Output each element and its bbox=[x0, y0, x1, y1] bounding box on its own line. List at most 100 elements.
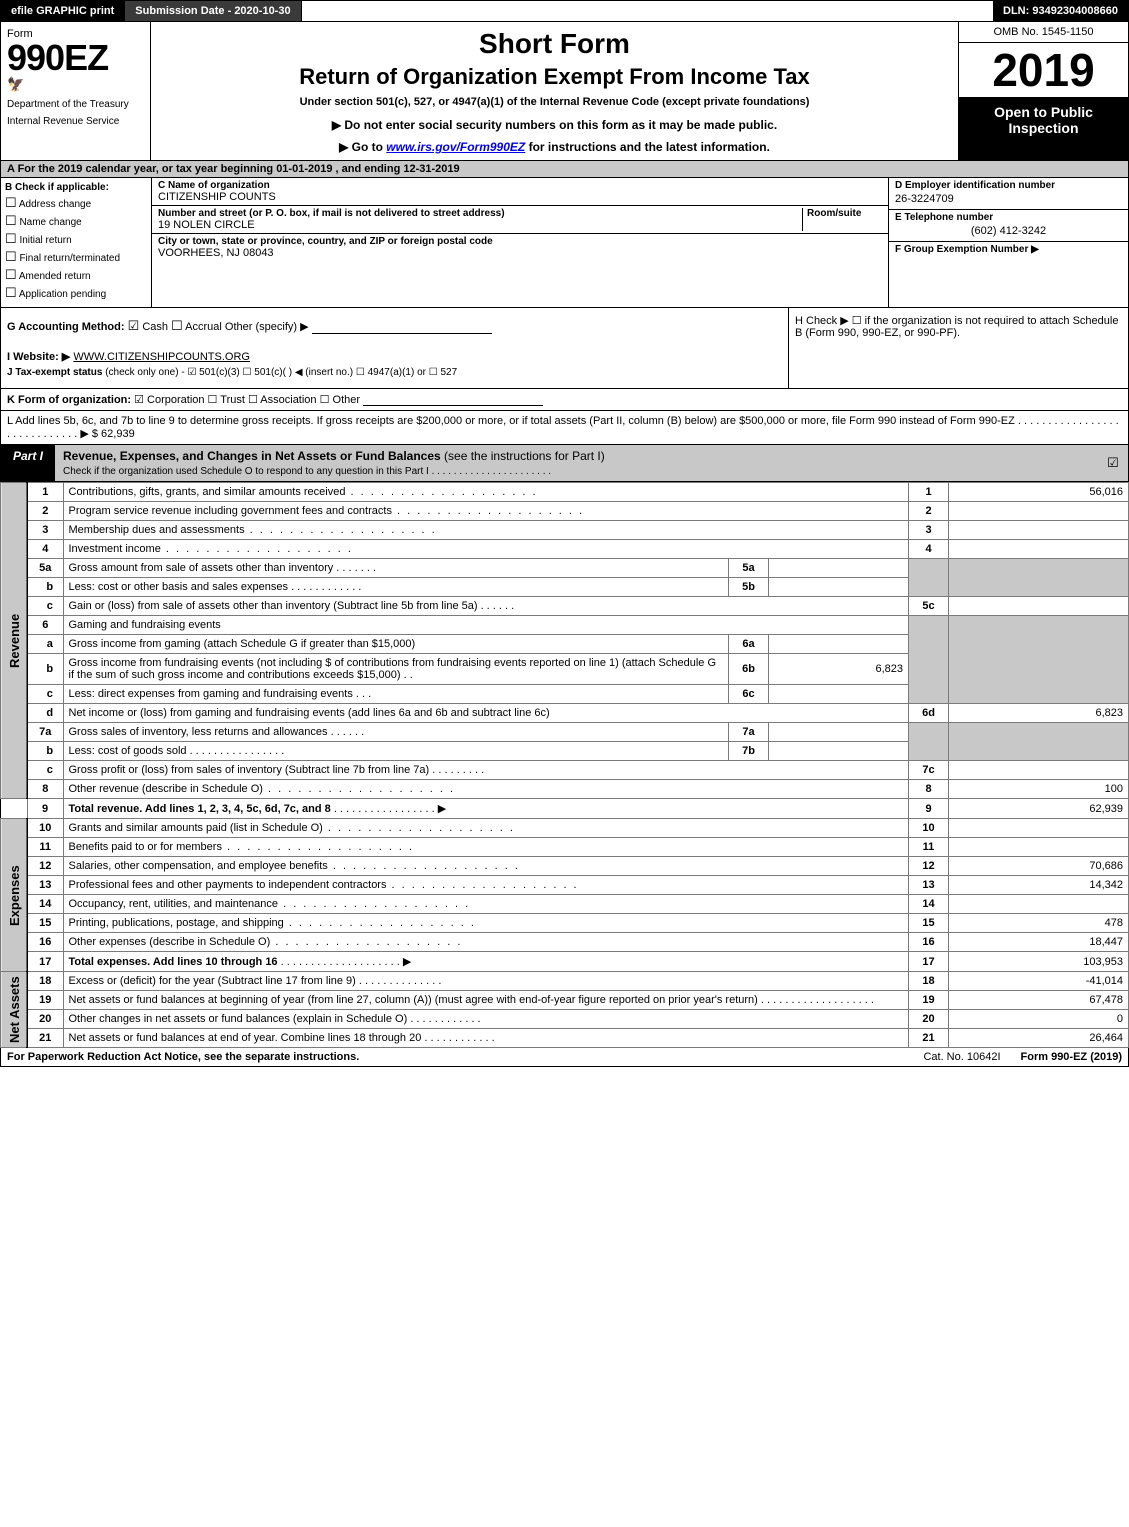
rt-num: 5c bbox=[909, 597, 949, 616]
line-num: 11 bbox=[27, 838, 63, 857]
under-section: Under section 501(c), 527, or 4947(a)(1)… bbox=[157, 96, 952, 108]
line-g-label: G Accounting Method: bbox=[7, 321, 125, 333]
ghij-left: G Accounting Method: Cash Accrual Other … bbox=[1, 308, 788, 388]
top-bar: efile GRAPHIC print Submission Date - 20… bbox=[0, 0, 1129, 22]
group-exemption-label: F Group Exemption Number ▶ bbox=[895, 244, 1122, 255]
chk-address-change[interactable]: Address change bbox=[5, 195, 147, 211]
line-g: G Accounting Method: Cash Accrual Other … bbox=[7, 318, 782, 334]
inner-num: 5a bbox=[729, 559, 769, 578]
rt-num: 6d bbox=[909, 704, 949, 723]
chk-initial-return[interactable]: Initial return bbox=[5, 231, 147, 247]
rt-shaded bbox=[909, 723, 949, 761]
line-num: 7a bbox=[27, 723, 63, 742]
checkbox-icon bbox=[5, 217, 17, 228]
opt-label: Amended return bbox=[19, 271, 91, 282]
other-specify-blank[interactable] bbox=[312, 333, 492, 334]
rt-num: 11 bbox=[909, 838, 949, 857]
cash-checkbox-icon[interactable] bbox=[128, 321, 140, 333]
rt-num: 7c bbox=[909, 761, 949, 780]
omb-number: OMB No. 1545-1150 bbox=[959, 22, 1128, 43]
row-9: 9 Total revenue. Add lines 1, 2, 3, 4, 5… bbox=[1, 799, 1129, 819]
website-link[interactable]: WWW.CITIZENSHIPCOUNTS.ORG bbox=[73, 351, 250, 363]
inner-num: 6c bbox=[729, 685, 769, 704]
part-1-schedule-o-check[interactable] bbox=[1098, 445, 1128, 481]
irs-eagle-icon: 🦅 bbox=[7, 76, 144, 93]
efile-print-button[interactable]: efile GRAPHIC print bbox=[1, 1, 125, 21]
column-b: B Check if applicable: Address change Na… bbox=[1, 178, 151, 307]
chk-application-pending[interactable]: Application pending bbox=[5, 285, 147, 301]
line-k-other-blank[interactable] bbox=[363, 405, 543, 406]
chk-amended[interactable]: Amended return bbox=[5, 267, 147, 283]
line-j: J Tax-exempt status (check only one) - ☑… bbox=[7, 367, 782, 378]
revenue-side-label: Revenue bbox=[1, 483, 28, 799]
line-desc: Net assets or fund balances at end of ye… bbox=[63, 1029, 909, 1048]
submission-date: Submission Date - 2020-10-30 bbox=[125, 1, 301, 21]
opt-label: Final return/terminated bbox=[19, 253, 120, 264]
room-label: Room/suite bbox=[807, 208, 882, 219]
rt-val: -41,014 bbox=[949, 972, 1129, 991]
line-k: K Form of organization: ☑ Corporation ☐ … bbox=[0, 389, 1129, 411]
line-desc: Gross income from fundraising events (no… bbox=[63, 654, 729, 685]
column-c: C Name of organization CITIZENSHIP COUNT… bbox=[151, 178, 888, 307]
line-desc: Net assets or fund balances at beginning… bbox=[63, 991, 909, 1010]
rt-val: 56,016 bbox=[949, 483, 1129, 502]
line-desc: Benefits paid to or for members bbox=[63, 838, 909, 857]
check-if-applicable: B Check if applicable: bbox=[5, 182, 147, 193]
header-center: Short Form Return of Organization Exempt… bbox=[151, 22, 958, 160]
line-h-text: H Check ▶ ☐ if the organization is not r… bbox=[795, 315, 1118, 339]
row-21: 21 Net assets or fund balances at end of… bbox=[1, 1029, 1129, 1048]
row-14: 14 Occupancy, rent, utilities, and maint… bbox=[1, 895, 1129, 914]
phone-cell: E Telephone number (602) 412-3242 bbox=[889, 210, 1128, 242]
line-num: 16 bbox=[27, 933, 63, 952]
line-num: 5a bbox=[27, 559, 63, 578]
line-desc: Gross income from gaming (attach Schedul… bbox=[63, 635, 729, 654]
line-num: 19 bbox=[27, 991, 63, 1010]
row-20: 20 Other changes in net assets or fund b… bbox=[1, 1010, 1129, 1029]
row-12: 12 Salaries, other compensation, and emp… bbox=[1, 857, 1129, 876]
inner-val bbox=[769, 635, 909, 654]
checkbox-icon bbox=[5, 235, 17, 246]
line-desc: Less: cost of goods sold . . . . . . . .… bbox=[63, 742, 729, 761]
line-num: b bbox=[27, 742, 63, 761]
header-left: Form 990EZ 🦅 Department of the Treasury … bbox=[1, 22, 151, 160]
form-number: 990EZ bbox=[7, 40, 144, 76]
chk-name-change[interactable]: Name change bbox=[5, 213, 147, 229]
open-public-inspection: Open to Public Inspection bbox=[959, 98, 1128, 160]
form-header: Form 990EZ 🦅 Department of the Treasury … bbox=[0, 22, 1129, 161]
ein-cell: D Employer identification number 26-3224… bbox=[889, 178, 1128, 210]
rt-num: 16 bbox=[909, 933, 949, 952]
rt-num: 13 bbox=[909, 876, 949, 895]
inner-val bbox=[769, 559, 909, 578]
irs-link[interactable]: www.irs.gov/Form990EZ bbox=[386, 140, 525, 154]
line-num: 4 bbox=[27, 540, 63, 559]
rt-num: 21 bbox=[909, 1029, 949, 1048]
row-11: 11 Benefits paid to or for members 11 bbox=[1, 838, 1129, 857]
inner-val bbox=[769, 578, 909, 597]
row-7c: c Gross profit or (loss) from sales of i… bbox=[1, 761, 1129, 780]
line-num: 1 bbox=[27, 483, 63, 502]
section-bcd: B Check if applicable: Address change Na… bbox=[0, 178, 1129, 308]
row-5a: 5a Gross amount from sale of assets othe… bbox=[1, 559, 1129, 578]
line-desc: Investment income bbox=[63, 540, 909, 559]
accrual-checkbox-icon[interactable] bbox=[171, 321, 183, 333]
checkbox-icon bbox=[5, 271, 17, 282]
group-exemption-cell: F Group Exemption Number ▶ bbox=[889, 242, 1128, 307]
line-desc: Total revenue. Add lines 1, 2, 3, 4, 5c,… bbox=[63, 799, 909, 819]
rt-shaded bbox=[949, 723, 1129, 761]
part-1-header: Part I Revenue, Expenses, and Changes in… bbox=[0, 445, 1129, 482]
ein-value: 26-3224709 bbox=[895, 191, 1122, 207]
rt-val bbox=[949, 521, 1129, 540]
rt-val: 70,686 bbox=[949, 857, 1129, 876]
checkbox-icon bbox=[5, 253, 17, 264]
rt-val bbox=[949, 597, 1129, 616]
line-desc: Less: direct expenses from gaming and fu… bbox=[63, 685, 729, 704]
line-desc: Printing, publications, postage, and shi… bbox=[63, 914, 909, 933]
chk-final-return[interactable]: Final return/terminated bbox=[5, 249, 147, 265]
part-1-title-text: Revenue, Expenses, and Changes in Net As… bbox=[63, 449, 441, 463]
line-desc: Gross amount from sale of assets other t… bbox=[63, 559, 729, 578]
row-2: 2 Program service revenue including gove… bbox=[1, 502, 1129, 521]
line-num: 2 bbox=[27, 502, 63, 521]
part-1-title: Revenue, Expenses, and Changes in Net As… bbox=[55, 445, 1098, 481]
line-num: 18 bbox=[27, 972, 63, 991]
line-num: 8 bbox=[27, 780, 63, 799]
